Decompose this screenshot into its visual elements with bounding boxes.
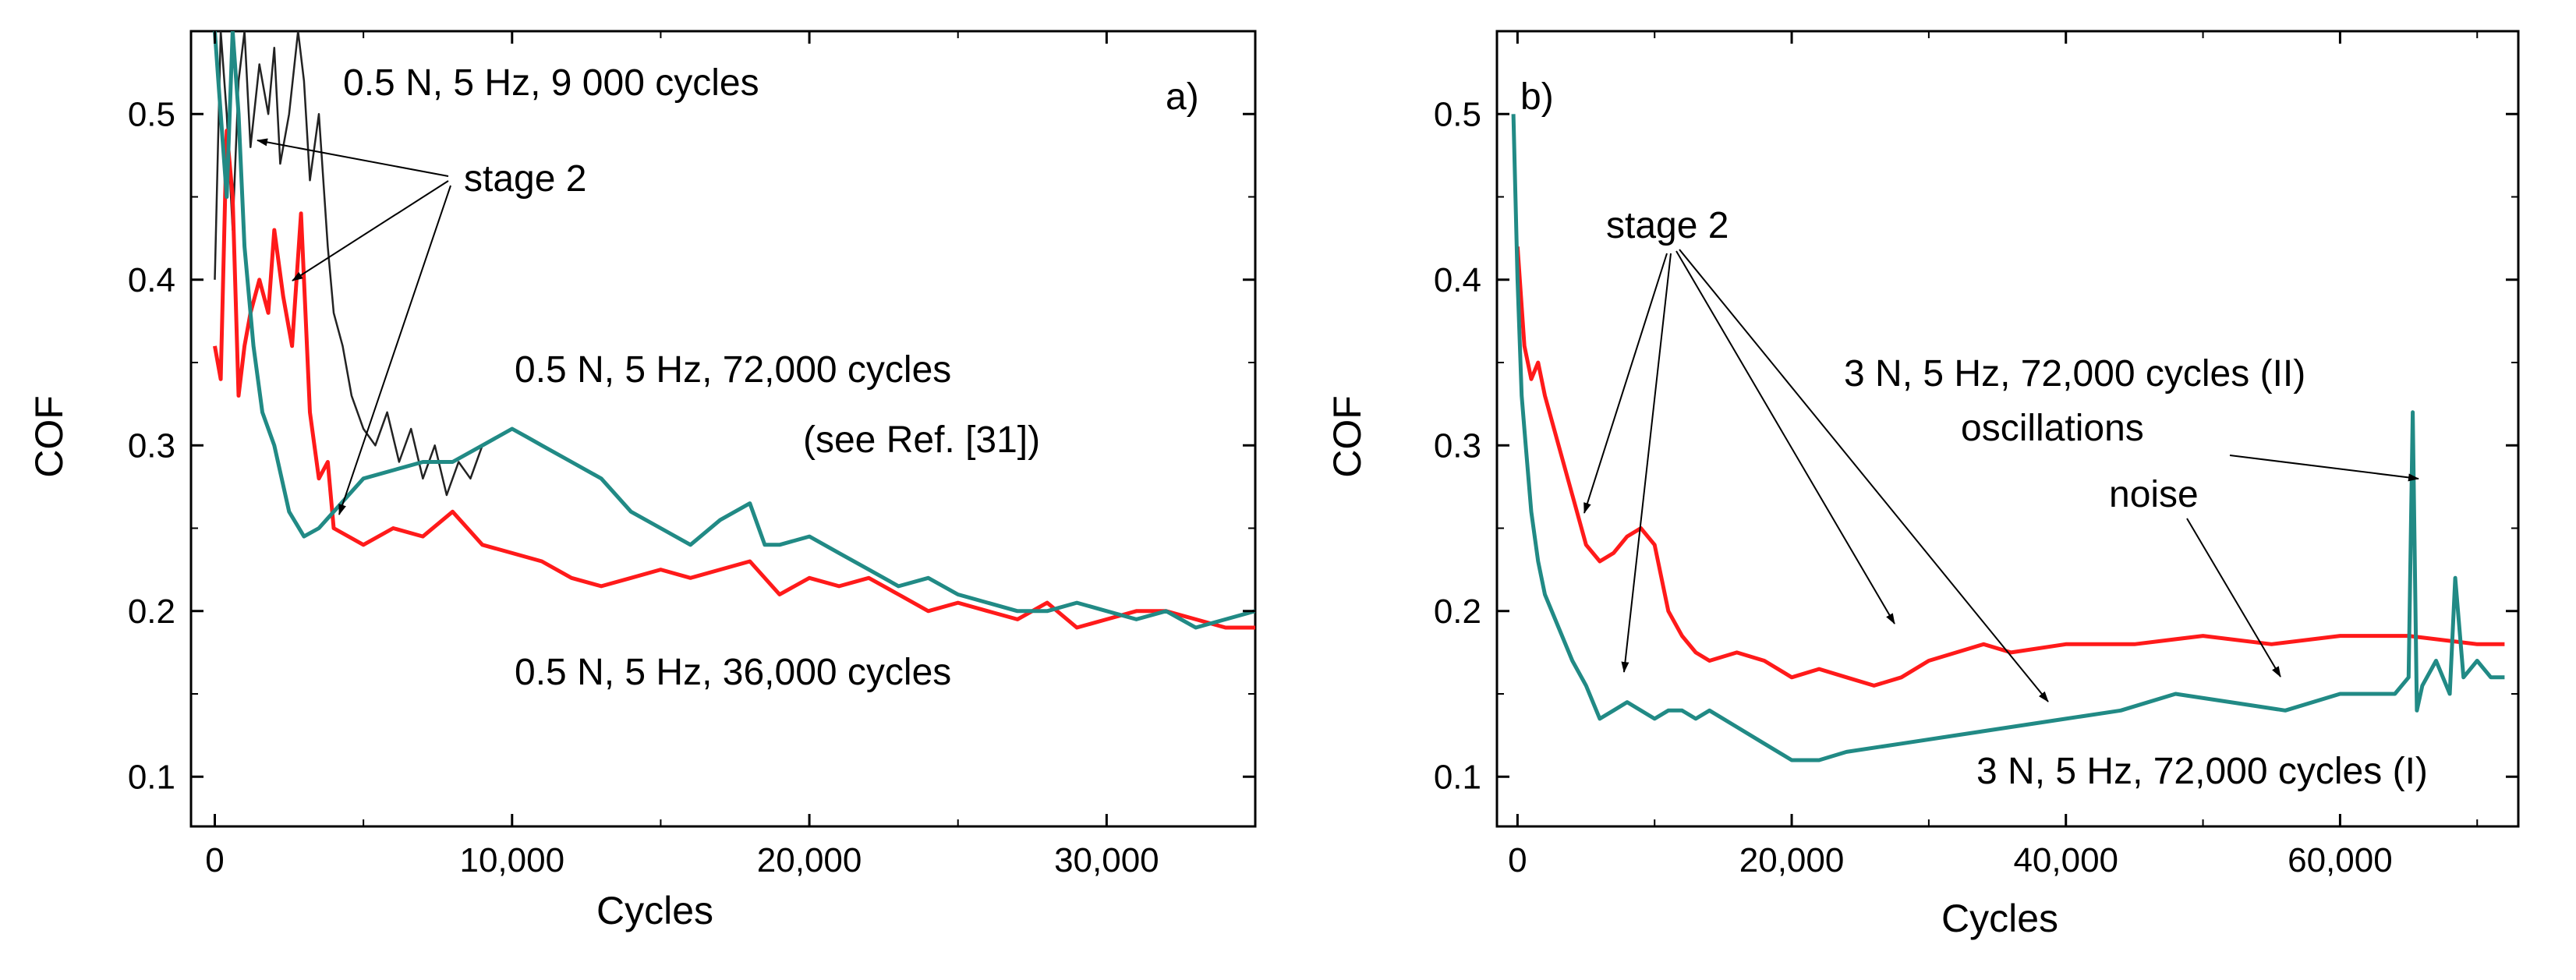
x-tick-label: 20,000 (757, 841, 862, 879)
annotation-stage-2: stage 2 (464, 158, 586, 200)
panel-a: 0.1 0.2 0.3 0.4 0.5 0 10,000 20,000 30,000 a) CO… (27, 30, 1257, 932)
series-line-3 (213, 31, 1255, 630)
x-tick-label: 20,000 (1739, 841, 1845, 879)
annotation-36000-cycles: 0.5 N, 5 Hz, 36,000 cycles (515, 652, 951, 693)
annotation-72000-cycles-ii: 3 N, 5 Hz, 72,000 cycles (II) (1844, 353, 2305, 394)
y-tick-label: 0.5 (1434, 95, 1481, 133)
oscillations-arrow (2229, 455, 2419, 482)
stage-2-arrow (1675, 250, 1895, 624)
annotation-72000-cycles: 0.5 N, 5 Hz, 72,000 cycles (515, 349, 951, 391)
panel-label: a) (1166, 76, 1199, 118)
annotation-arrows (1583, 249, 2419, 702)
x-tick-label: 30,000 (1054, 841, 1159, 879)
panel-label: b) (1520, 76, 1554, 118)
y-tick-label: 0.4 (1434, 261, 1481, 299)
plot-frame (189, 30, 1257, 828)
x-axis-label: Cycles (1941, 897, 2058, 940)
annotation-oscillations: oscillations (1961, 408, 2144, 449)
annotation-9000-cycles: 0.5 N, 5 Hz, 9 000 cycles (343, 62, 759, 104)
x-tick-label: 40,000 (2013, 841, 2118, 879)
series-line-2 (213, 129, 1255, 630)
y-tick-label: 0.2 (128, 593, 175, 631)
y-tick-label: 0.3 (128, 426, 175, 465)
stage-2-arrows (257, 138, 451, 515)
annotation-72000-cycles-i: 3 N, 5 Hz, 72,000 cycles (I) (1976, 751, 2428, 792)
series-line-1 (1515, 246, 2505, 688)
series-layer (1511, 114, 2505, 762)
y-axis-label: COF (27, 395, 71, 478)
annotation-stage-2: stage 2 (1606, 205, 1729, 246)
stage-2-arrow (1621, 253, 1672, 673)
stage-2-arrow (1583, 253, 1668, 514)
y-tick-label: 0.4 (128, 261, 175, 299)
y-axis-label: COF (1325, 395, 1369, 478)
stage-2-arrow (338, 185, 451, 515)
x-tick-label: 10,000 (459, 841, 564, 879)
series-line-1 (214, 31, 483, 497)
x-tick-label: 0 (1508, 841, 1527, 879)
stage-2-arrow (1679, 249, 2049, 702)
ticks-layer: 0.1 0.2 0.3 0.4 0.5 0 10,000 20,000 30,000 (128, 31, 1255, 879)
series-layer (213, 31, 1255, 630)
annotation-noise: noise (2109, 474, 2199, 515)
series-line-2 (1511, 114, 2505, 762)
x-axis-label: Cycles (596, 889, 713, 932)
x-tick-label: 0 (205, 841, 224, 879)
stage-2-arrow (257, 138, 449, 177)
stage-2-arrow (292, 180, 449, 281)
panel-b: 0.1 0.2 0.3 0.4 0.5 0 20,000 40,000 60,000 b) CO… (1325, 30, 2520, 940)
y-tick-label: 0.2 (1434, 593, 1481, 631)
y-tick-label: 0.3 (1434, 426, 1481, 465)
y-tick-label: 0.1 (128, 758, 175, 796)
annotation-see-ref: (see Ref. [31]) (803, 419, 1040, 461)
y-tick-label: 0.1 (1434, 758, 1481, 796)
ticks-layer: 0.1 0.2 0.3 0.4 0.5 0 20,000 40,000 60,000 (1434, 31, 2518, 879)
noise-arrow (2186, 518, 2281, 678)
x-tick-label: 60,000 (2288, 841, 2393, 879)
y-tick-label: 0.5 (128, 95, 175, 133)
plot-frame (1495, 30, 2520, 828)
